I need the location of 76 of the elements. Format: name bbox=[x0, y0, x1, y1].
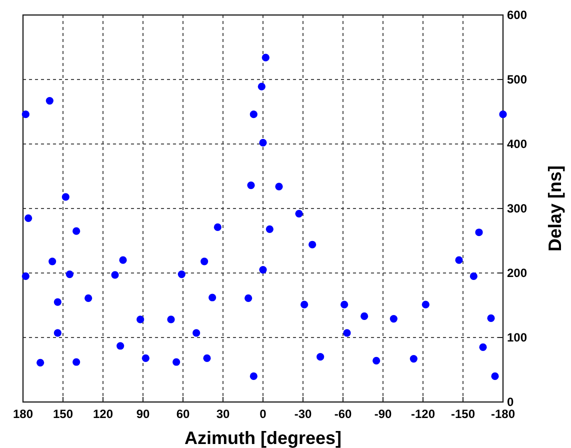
point bbox=[259, 266, 267, 274]
point bbox=[275, 182, 283, 190]
point bbox=[422, 300, 430, 308]
point bbox=[250, 110, 258, 118]
y-tick-label: 300 bbox=[507, 202, 528, 216]
point bbox=[136, 316, 144, 324]
point bbox=[72, 358, 80, 366]
point bbox=[54, 298, 62, 306]
point bbox=[72, 227, 80, 235]
point bbox=[46, 96, 54, 105]
point bbox=[316, 353, 324, 361]
y-tick-label: 100 bbox=[507, 330, 528, 345]
x-tick-label: -150 bbox=[450, 407, 476, 421]
point bbox=[360, 312, 368, 320]
point bbox=[54, 329, 62, 337]
point bbox=[192, 329, 200, 337]
point bbox=[244, 294, 252, 302]
point bbox=[208, 294, 216, 302]
point bbox=[111, 271, 119, 279]
point bbox=[22, 272, 30, 280]
point bbox=[119, 256, 127, 264]
point bbox=[455, 256, 463, 264]
point bbox=[24, 214, 32, 222]
point bbox=[372, 356, 380, 365]
point bbox=[172, 358, 180, 366]
x-tick-label: 180 bbox=[12, 407, 34, 421]
point bbox=[178, 270, 186, 278]
x-tick-label: 0 bbox=[260, 407, 267, 421]
point bbox=[470, 272, 478, 280]
point bbox=[214, 223, 222, 232]
y-axis-title: Delay [ns] bbox=[545, 165, 565, 252]
point bbox=[48, 258, 56, 266]
x-tick-label: -120 bbox=[410, 407, 436, 421]
point bbox=[203, 354, 211, 362]
y-tick-label: 0 bbox=[507, 395, 514, 410]
point bbox=[62, 193, 70, 201]
x-tick-label: -180 bbox=[490, 407, 516, 421]
point bbox=[308, 240, 316, 248]
point bbox=[295, 210, 303, 218]
x-tick-label: 90 bbox=[136, 407, 150, 421]
x-tick-label: -90 bbox=[374, 407, 392, 421]
point bbox=[36, 358, 44, 366]
x-tick-label: 120 bbox=[92, 407, 114, 421]
y-tick-label: 200 bbox=[507, 266, 528, 280]
point bbox=[22, 110, 30, 118]
point bbox=[390, 314, 398, 323]
point bbox=[343, 329, 351, 337]
point bbox=[66, 270, 74, 278]
x-tick-label: 150 bbox=[52, 407, 74, 421]
point bbox=[250, 372, 258, 380]
point bbox=[247, 181, 255, 190]
x-tick-label: -30 bbox=[294, 407, 312, 421]
point bbox=[487, 314, 495, 322]
point bbox=[491, 372, 499, 380]
point bbox=[84, 294, 92, 302]
x-tick-label: 30 bbox=[216, 407, 230, 421]
point bbox=[262, 54, 270, 62]
point bbox=[300, 300, 308, 308]
point bbox=[142, 354, 150, 362]
point bbox=[258, 82, 266, 90]
point bbox=[499, 110, 507, 118]
point bbox=[200, 258, 208, 266]
point bbox=[475, 228, 483, 236]
y-tick-label: 400 bbox=[507, 137, 528, 152]
x-axis-title: Azimuth [degrees] bbox=[184, 428, 342, 448]
point bbox=[266, 225, 274, 233]
point bbox=[410, 354, 418, 363]
point bbox=[259, 138, 267, 147]
point bbox=[167, 316, 175, 324]
point bbox=[479, 343, 487, 351]
y-tick-label: 600 bbox=[507, 8, 528, 22]
x-tick-label: 60 bbox=[176, 407, 190, 421]
y-tick-label: 500 bbox=[507, 72, 528, 87]
point bbox=[116, 342, 124, 350]
point bbox=[340, 300, 348, 308]
x-tick-label: -60 bbox=[334, 407, 352, 421]
